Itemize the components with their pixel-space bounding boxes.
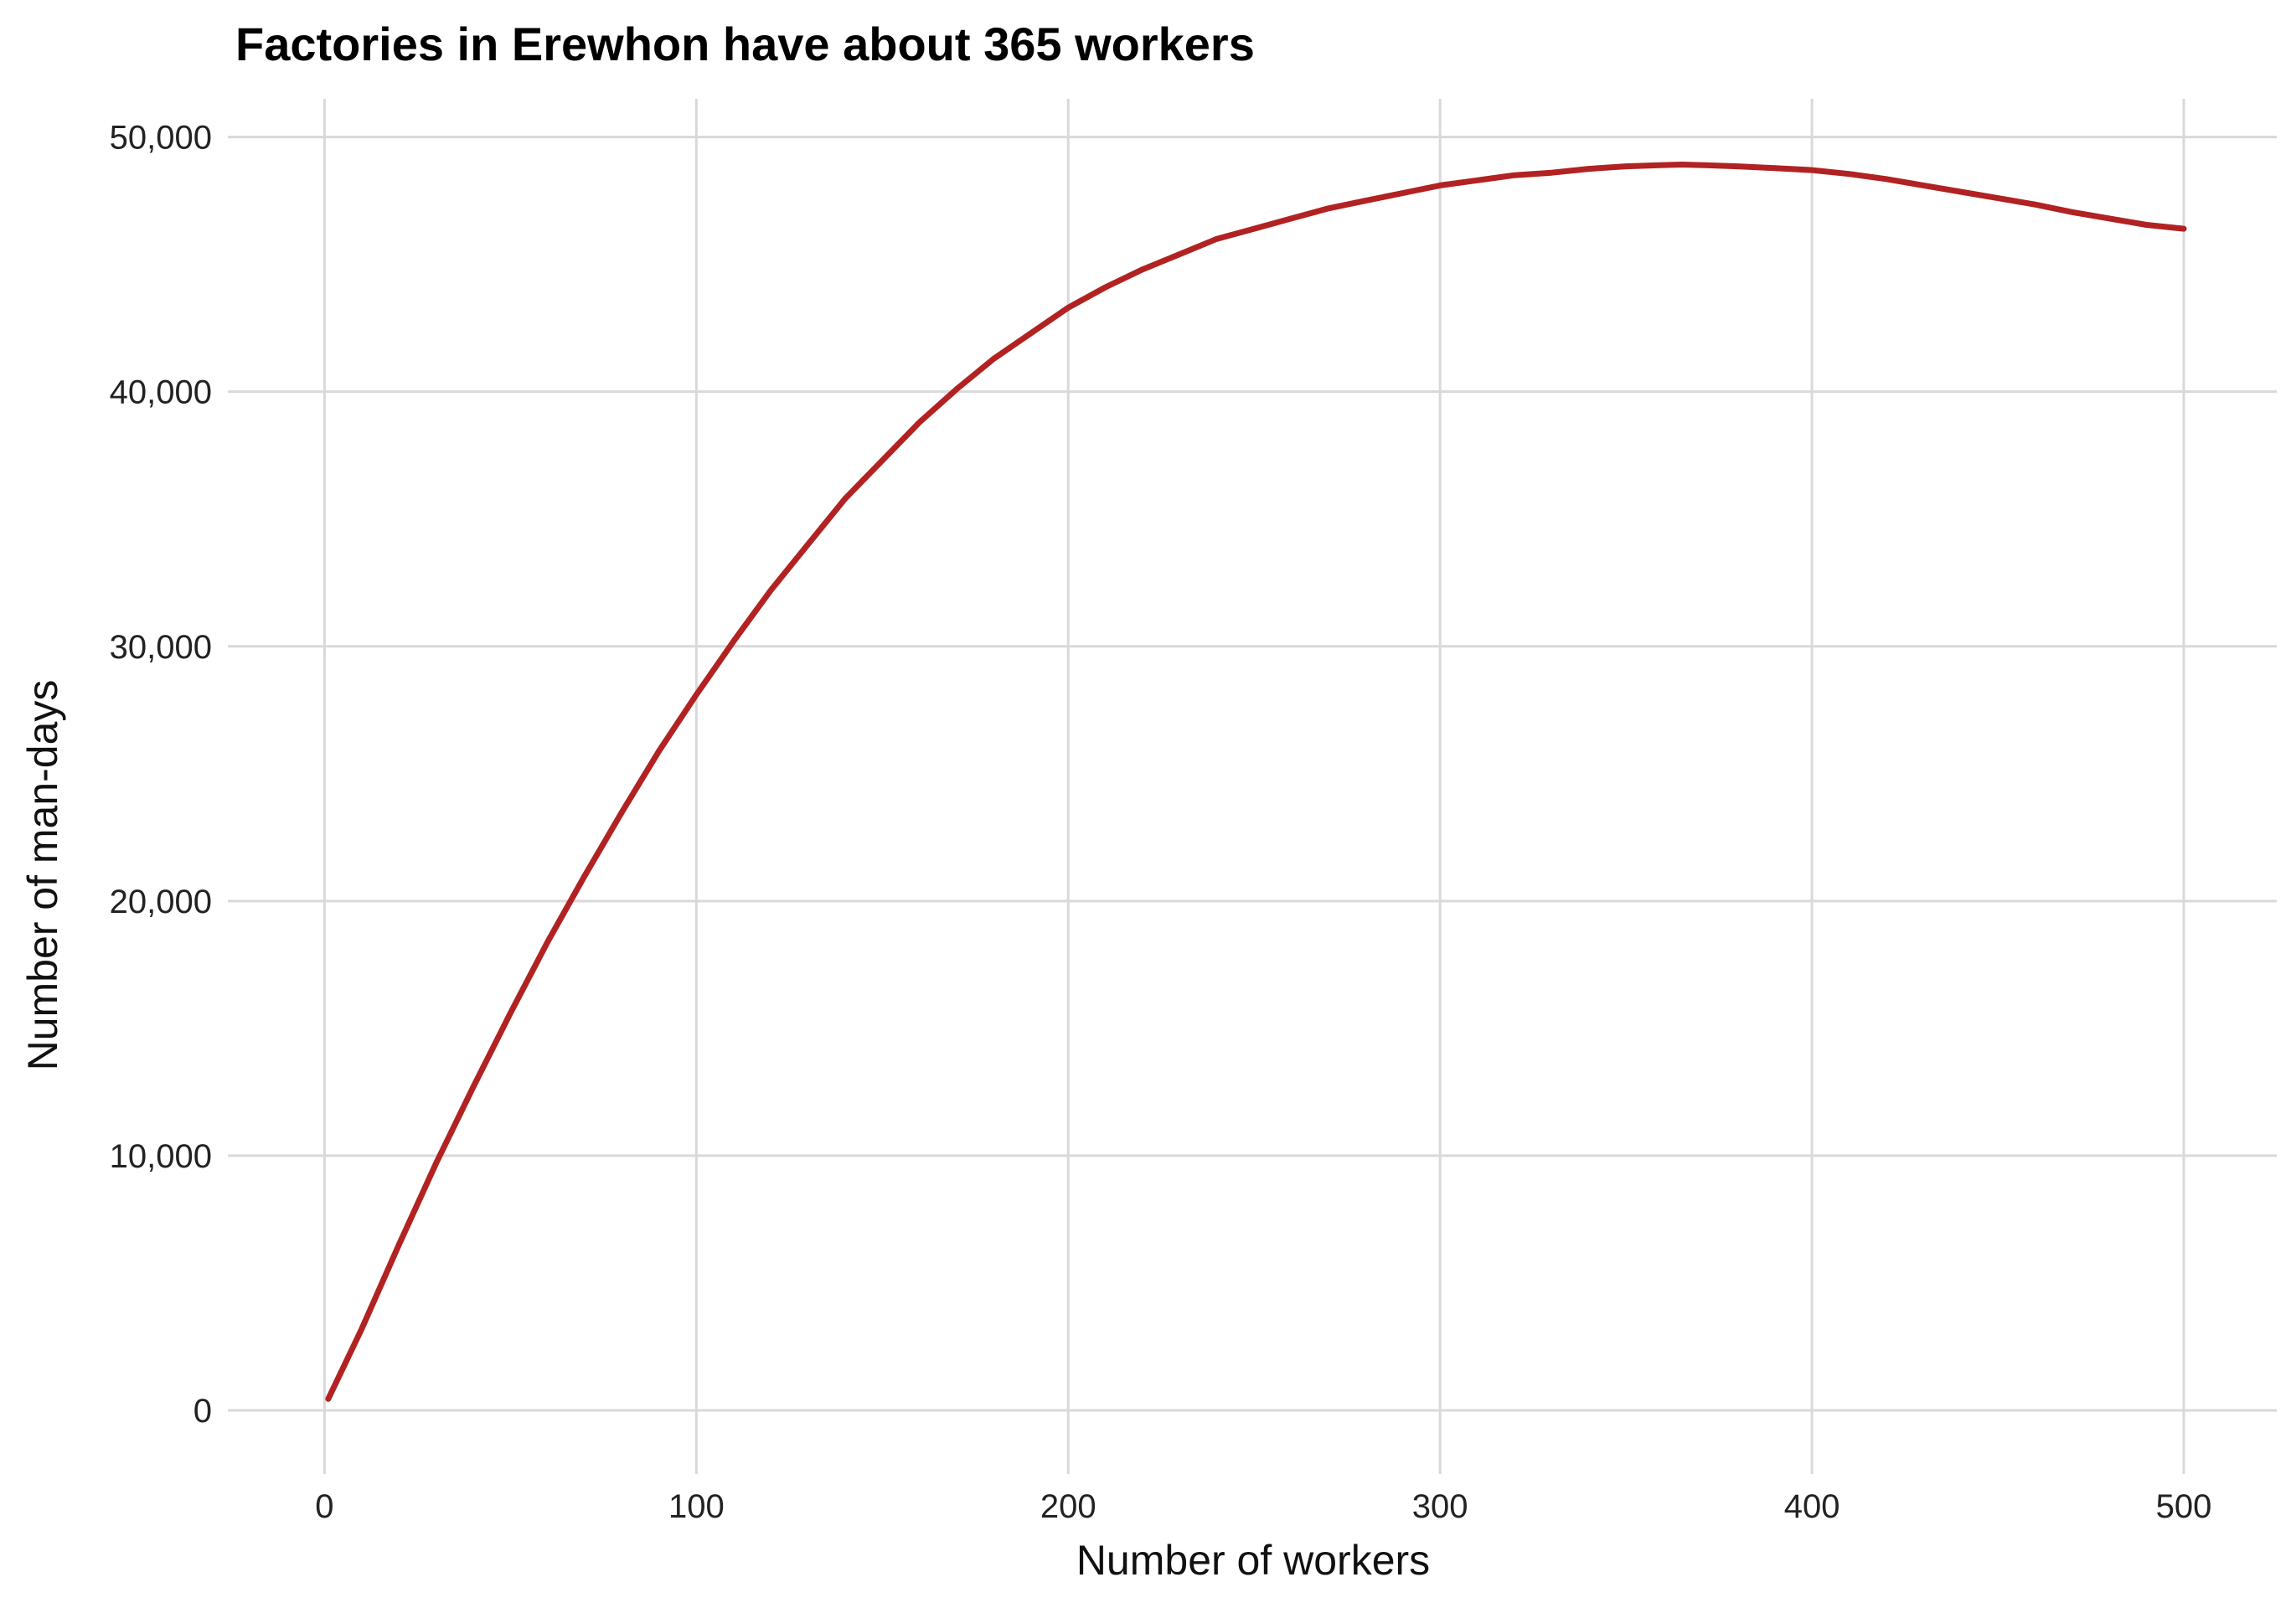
y-tick-label: 40,000 bbox=[110, 374, 212, 411]
series-layer bbox=[325, 162, 2187, 1402]
tick-labels: 0 100 200 300 400 500 0 10,000 20,000 30,000 40,00… bbox=[110, 120, 2212, 1525]
x-tick-label: 100 bbox=[668, 1488, 725, 1525]
y-tick-label: 0 bbox=[193, 1393, 212, 1430]
y-tick-label: 30,000 bbox=[110, 629, 212, 666]
y-tick-label: 20,000 bbox=[110, 884, 212, 920]
x-tick-label: 500 bbox=[2156, 1488, 2212, 1525]
y-tick-label: 10,000 bbox=[110, 1138, 212, 1175]
x-tick-label: 300 bbox=[1412, 1488, 1468, 1525]
chart-title: Factories in Erewhon have about 365 work… bbox=[235, 18, 1255, 70]
x-tick-label: 400 bbox=[1784, 1488, 1840, 1525]
x-axis-label: Number of workers bbox=[1076, 1537, 1430, 1584]
y-axis-label: Number of man-days bbox=[19, 680, 66, 1071]
gridlines bbox=[228, 99, 2277, 1474]
x-tick-label: 0 bbox=[315, 1488, 333, 1525]
y-tick-label: 50,000 bbox=[110, 120, 212, 157]
series-line bbox=[325, 162, 2187, 1402]
x-tick-label: 200 bbox=[1040, 1488, 1096, 1525]
